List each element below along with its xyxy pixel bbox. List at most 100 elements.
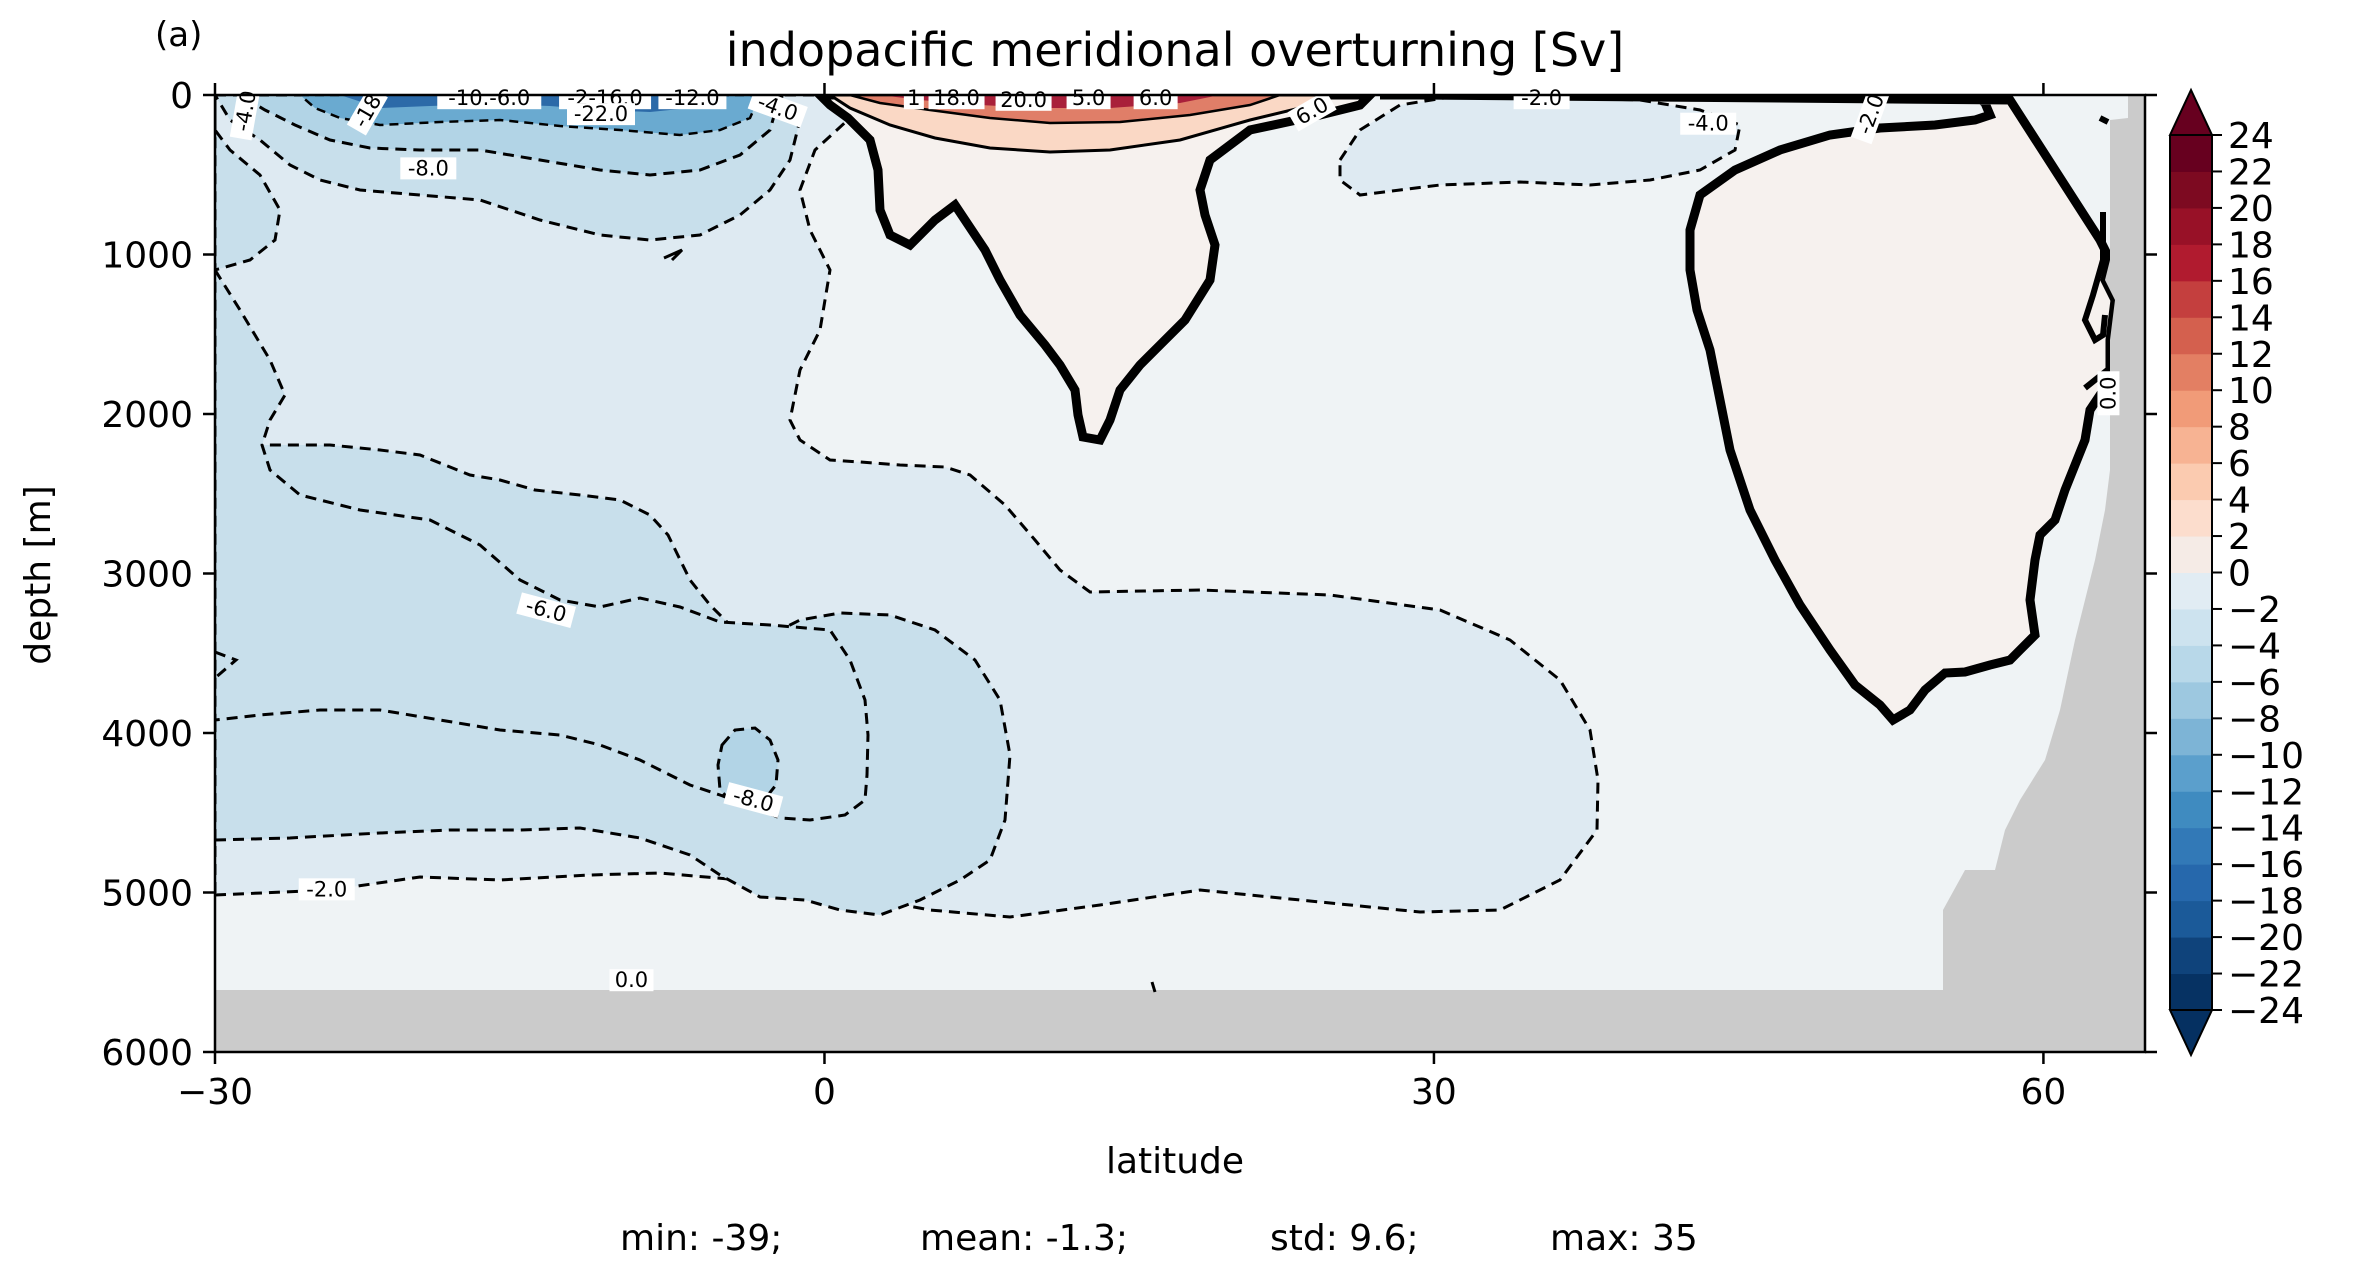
contour-label-bg: [903, 87, 924, 110]
x-axis: −30 0 30 60: [177, 83, 2066, 1113]
colorbar-segment: [2170, 864, 2212, 902]
contour-label-bg: [2097, 371, 2120, 416]
contour-label: 0.0: [609, 968, 654, 992]
colorbar-segment: [2170, 463, 2212, 501]
colorbar-tick-label: 6: [2228, 444, 2251, 485]
contour-label-bg: [1850, 84, 1891, 145]
contour-label-text: -22.0: [574, 102, 628, 126]
colorbar-tick-label: −10: [2228, 736, 2304, 777]
colorbar-segment: [2170, 645, 2212, 683]
colorbar-segment: [2170, 973, 2212, 1011]
y-tick-label: 0: [170, 76, 193, 117]
contour-label: -12.0: [658, 86, 727, 110]
colorbar-segment: [2170, 171, 2212, 209]
contour-label-text: 5.0: [1072, 86, 1105, 110]
colorbar-segment: [2170, 135, 2212, 172]
contour-label-text: -12.0: [665, 86, 719, 110]
y-tick-label: 6000: [101, 1033, 193, 1074]
y-tick-label: 1000: [101, 236, 193, 277]
contour-label-bg: [437, 87, 542, 110]
fill-level-pos0-to-pos2: [813, 95, 1377, 446]
contour-label-text: -2.0: [1521, 86, 1562, 110]
colorbar-segment: [2170, 317, 2212, 355]
colorbar-tick-label: −2: [2228, 590, 2281, 631]
colorbar-segment: [2170, 754, 2212, 792]
colorbar-tick-label: −6: [2228, 663, 2281, 704]
contour-label: -4.0: [1680, 112, 1737, 136]
contour-label-bg: [1680, 112, 1737, 135]
contour-small-mark: [663, 248, 1157, 993]
colorbar-segment: [2170, 536, 2212, 573]
x-tick-label: 60: [2021, 1072, 2067, 1113]
fill-level-neg4-to-neg6-central: [215, 267, 870, 822]
contour-label-bg: [400, 157, 457, 180]
contour-label: 6.0: [1133, 86, 1178, 110]
colorbar-tick-label: −16: [2228, 845, 2304, 886]
contour-label: -22.0: [567, 102, 635, 126]
plot-area: [215, 95, 2145, 1052]
y-tick-label: 4000: [101, 714, 193, 755]
colorbar-segment: [2170, 937, 2212, 975]
colorbar-segment: [2170, 353, 2212, 391]
contour-label-text: 18.0: [933, 86, 980, 110]
contour-label-bg: [516, 592, 577, 629]
colorbar-segment: [2170, 608, 2212, 646]
x-tick-label: −30: [177, 1072, 253, 1113]
colorbar-tick-label: 2: [2228, 517, 2251, 558]
colorbar: 242220181614121086420−2−4−6−8−10−12−14−1…: [2168, 87, 2304, 1058]
contour-label-bg: [658, 87, 727, 110]
colorbar-tick-label: 14: [2228, 298, 2274, 339]
colorbar-segment: [2170, 426, 2212, 464]
contour-label: 0.0: [2096, 371, 2120, 416]
colorbar-tick-label: −22: [2228, 955, 2304, 996]
colorbar-tick-label: −8: [2228, 699, 2281, 740]
contour-label: -10.-6.0: [437, 86, 542, 110]
contour-label: 5.0: [1066, 86, 1111, 110]
colorbar-tick-label: −24: [2228, 991, 2304, 1032]
colorbar-tick-label: 10: [2228, 371, 2274, 412]
colorbar-tick-label: −12: [2228, 772, 2304, 813]
colorbar-tick-label: 24: [2228, 116, 2274, 157]
panel-label: (a): [155, 15, 202, 55]
colorbar-segment: [2170, 499, 2212, 537]
stat-mean: mean: -1.3;: [920, 1218, 1128, 1259]
stat-max: max: 35: [1550, 1218, 1698, 1259]
colorbar-segment: [2170, 791, 2212, 829]
contour-label: 1: [903, 86, 924, 110]
contour-label: 18.0: [928, 86, 985, 110]
contour-label-bg: [723, 782, 784, 818]
y-tick-label: 2000: [101, 395, 193, 436]
contour-label-text: -10.-6.0: [448, 86, 530, 110]
contour-edge-south: [215, 650, 239, 680]
contour-label-text: 1: [907, 86, 920, 110]
colorbar-segment: [2170, 718, 2212, 756]
contour-label-text: 0.0: [2096, 377, 2120, 410]
fill-level-neg4-to-neg6-upper: [215, 95, 282, 272]
colorbar-tick-label: 16: [2228, 262, 2274, 303]
fill-level-neg2-to-neg4-north: [1338, 95, 1742, 197]
x-tick-label: 30: [1411, 1072, 1457, 1113]
contour-label-bg: [609, 969, 654, 992]
colorbar-segment: [2170, 572, 2212, 610]
colorbar-tick-label: −20: [2228, 918, 2304, 959]
colorbar-tick-label: −18: [2228, 882, 2304, 923]
contour-label-text: -8.0: [408, 156, 449, 180]
colorbar-tick-label: −14: [2228, 809, 2304, 850]
colorbar-tick-label: 22: [2228, 152, 2274, 193]
colorbar-segment: [2170, 827, 2212, 865]
contour-label-bg: [346, 86, 388, 136]
y-tick-label: 3000: [101, 555, 193, 596]
colorbar-tick-label: 12: [2228, 335, 2274, 376]
colorbar-extend-max: [2168, 87, 2214, 136]
colorbar-segment: [2170, 390, 2212, 428]
colorbar-tick-label: 8: [2228, 408, 2251, 449]
contour-label: 20.0: [995, 88, 1052, 112]
contour-label-text: 20.0: [1000, 88, 1047, 112]
colorbar-tick-label: −4: [2228, 626, 2281, 667]
contour-label-text: 0.0: [615, 968, 648, 992]
contour-label-text: -2.0: [306, 877, 347, 901]
contour-label-bg: [928, 87, 985, 110]
contour-label: -8.0: [400, 156, 457, 180]
